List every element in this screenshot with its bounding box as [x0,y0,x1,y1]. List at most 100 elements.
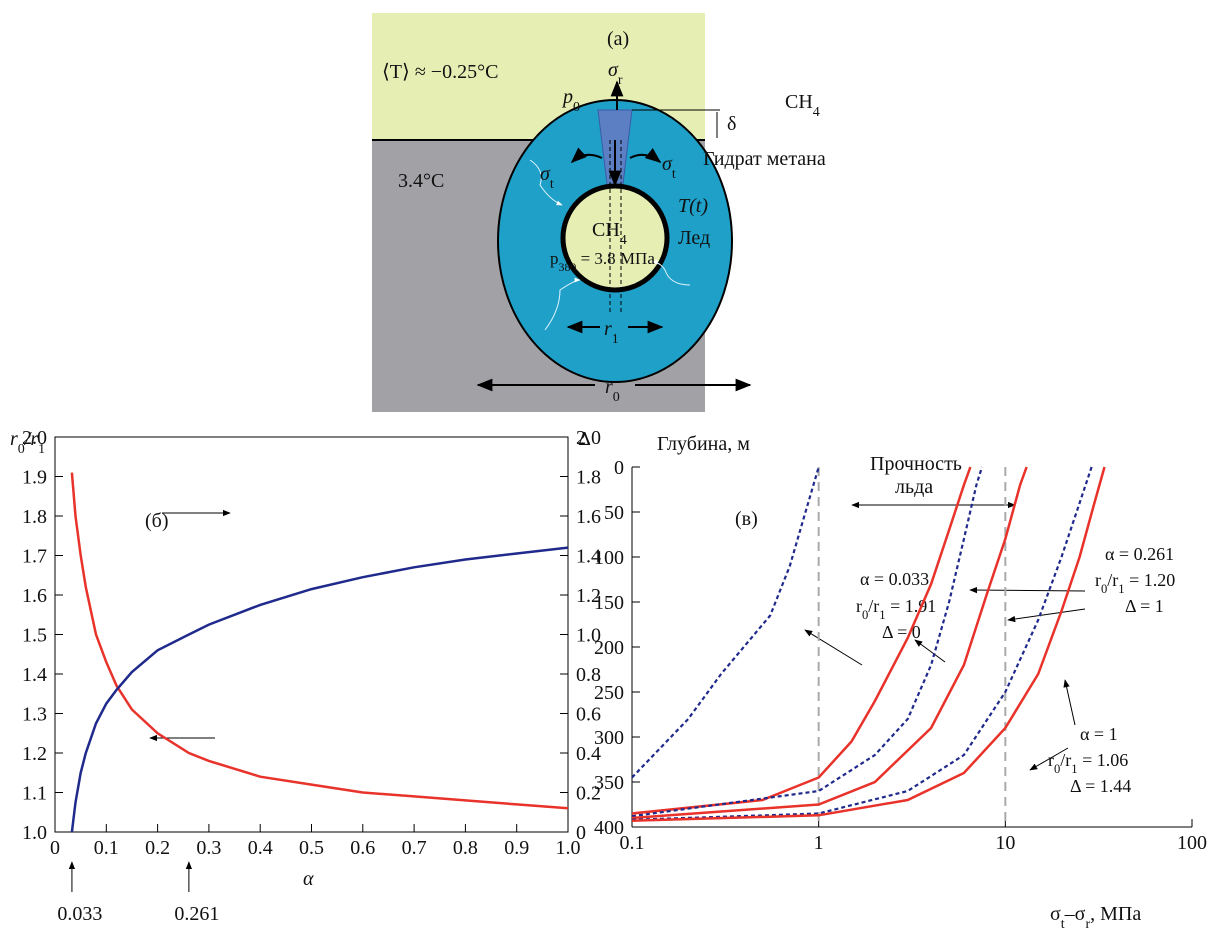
subscript: 4 [620,233,627,248]
subscript: 0 [613,390,620,405]
subscript: t [550,177,554,192]
label: δ [727,113,736,135]
y-tick-label: 50 [604,502,624,524]
text-part: Δ = 0 [882,622,921,642]
y-tick-label: 350 [594,772,624,794]
text-part: CH [785,91,813,113]
x-tick-label: 0.7 [402,837,427,859]
text-part: Глубина, м [657,433,750,455]
y2-tick-label: 0.6 [576,704,601,726]
y-tick-label: 1.3 [22,704,47,726]
y-tick-label: 2.0 [22,427,47,449]
text-part: Лед [678,227,710,249]
text-part: r [605,376,613,398]
text-part: –σ [1064,903,1086,925]
x-tick-label: 0 [50,837,60,859]
annotation: Δ = 1.44 [1070,776,1131,796]
y-tick-label: 1.0 [22,822,47,844]
text-part: CH [592,219,620,241]
label: Гидрат метана [703,148,826,170]
text-part: α = 0.261 [1105,544,1174,564]
strength-label: льда [895,476,933,498]
panel-label: (в) [735,508,758,530]
subscript: t [672,167,676,182]
y-tick-label: 1.9 [22,467,47,489]
text-part: Гидрат метана [703,148,826,170]
x-tick-label: 0.6 [350,837,375,859]
y-tick-label: 1.4 [22,664,47,686]
annotation: r0/r1 = 1.06 [1048,750,1128,776]
label: ⟨T⟩ ≈ −0.25°C [382,61,498,83]
annotation: α = 1 [1080,724,1118,744]
text-part: α [303,868,314,890]
text-part: /r [868,596,879,616]
text-part: , МПа [1090,903,1141,925]
y-tick-label: 300 [594,727,624,749]
x-tick-label: 0.2 [145,837,170,859]
y-tick-label: 1.1 [22,783,47,805]
figure: (a) ⟨T⟩ ≈ −0.25°C σr p0 δ CH4 CH4 Гидрат… [0,0,1217,939]
text-part: = 1.06 [1078,750,1129,770]
panel-b-layout: r0/r1 Δ α (б) [10,428,591,890]
page: (a) ⟨T⟩ ≈ −0.25°C σr p0 δ CH4 CH4 Гидрат… [0,0,1217,939]
subscript: 380 [559,260,577,274]
annotation: r0/r1 = 1.20 [1095,570,1175,596]
data-line [632,467,982,816]
x-tick-label: 0.5 [299,837,324,859]
y-tick-label: 1.2 [22,743,47,765]
subscript: 1 [612,332,619,347]
arrow [1065,680,1075,725]
label: CH4 [785,91,820,120]
y2-tick-label: 2.0 [576,427,601,449]
annotation: Δ = 1 [1125,596,1164,616]
y2-tick-label: 1.8 [576,467,601,489]
x-tick-label: 0.8 [453,837,478,859]
y2-tick-label: 0 [576,822,586,844]
y-tick-label: 1.8 [22,506,47,528]
label: Лед [678,227,710,249]
text-part: σ [1050,903,1061,925]
x-axis-label: α [303,868,314,890]
x-tick-label: 100 [1177,832,1207,854]
panel-label: (a) [607,28,629,50]
x-tick-label: 10 [995,832,1015,854]
text-part: α = 1 [1080,724,1118,744]
data-line [72,548,568,832]
text-part: δ [727,113,736,135]
text-part: = 3.8 МПа [576,249,655,268]
text-part: p [561,86,573,108]
arrow [805,630,862,665]
strength-label: Прочность [870,453,962,475]
diagram-panel: (a) ⟨T⟩ ≈ −0.25°C σr p0 δ CH4 CH4 Гидрат… [372,13,826,412]
y-tick-label: 200 [594,637,624,659]
y-tick-label: 150 [594,592,624,614]
data-line [632,467,1092,820]
subscript: 0 [573,100,580,115]
text-part: p [550,249,559,268]
text-part: r [10,428,18,450]
y-tick-label: 1.7 [22,546,47,568]
text-part: r [604,318,612,340]
data-line [632,467,819,778]
text-part: /r [1107,570,1118,590]
y-tick-label: 400 [594,817,624,839]
text-part: ⟨T⟩ ≈ −0.25°C [382,61,498,83]
x-tick-label: 0.9 [504,837,529,859]
subscript: 4 [813,105,820,120]
text-part: T(t) [678,195,708,217]
x-tick-label: 0.3 [196,837,221,859]
frame [55,437,568,832]
x-tick-label: 0.4 [248,837,273,859]
y2-tick-label: 1.6 [576,506,601,528]
text-part: = 1.91 [886,596,937,616]
annotation: Δ = 0 [882,622,921,642]
y-tick-label: 1.5 [22,625,47,647]
y-tick-label: 1.6 [22,585,47,607]
x-marker-label: 0.033 [57,903,102,925]
annotation: α = 0.033 [860,569,929,589]
x-tick-label: 0.1 [94,837,119,859]
text-part: 3.4°C [398,170,444,192]
y-tick-label: 100 [594,547,624,569]
text-part: Δ = 1 [1125,596,1164,616]
arrow [1008,609,1085,620]
